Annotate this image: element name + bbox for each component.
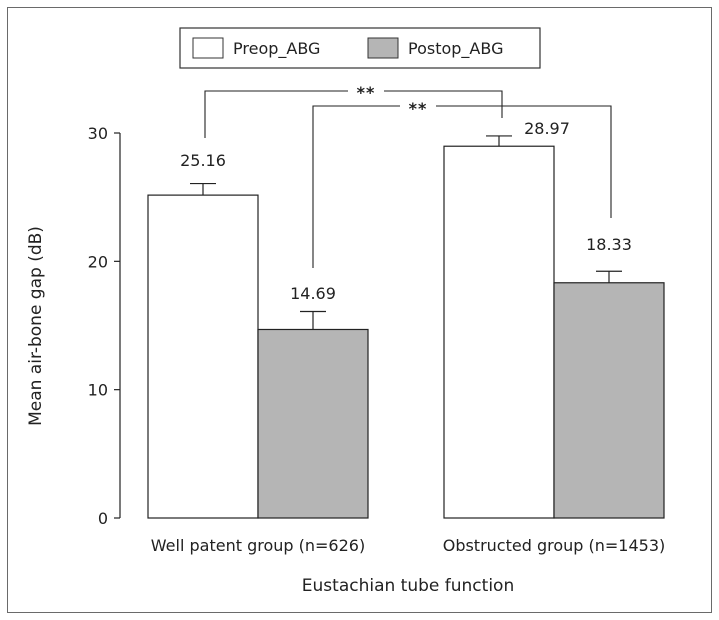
data-label: 14.69 bbox=[290, 284, 336, 303]
data-label: 25.16 bbox=[180, 151, 226, 170]
significance-brackets: ** ** bbox=[204, 83, 612, 268]
legend-label-preop: Preop_ABG bbox=[233, 39, 320, 59]
axes: 0 10 20 30 bbox=[88, 124, 121, 528]
y-tick-label: 20 bbox=[88, 252, 108, 271]
legend-swatch-postop bbox=[367, 37, 399, 59]
data-label: 18.33 bbox=[586, 235, 632, 254]
legend-swatch-preop bbox=[192, 37, 224, 59]
y-tick-label: 0 bbox=[98, 509, 108, 528]
y-tick-label: 10 bbox=[88, 381, 108, 400]
x-axis-title: Eustachian tube function bbox=[302, 576, 514, 596]
significance-label-bg bbox=[400, 98, 436, 114]
significance-bracket bbox=[312, 105, 612, 268]
significance-label-bg bbox=[348, 83, 384, 99]
significance-label: ** bbox=[357, 83, 376, 102]
bar bbox=[257, 328, 369, 519]
significance-label: ** bbox=[409, 99, 428, 118]
bar bbox=[147, 194, 259, 519]
bar bbox=[553, 282, 665, 519]
bars: Well patent group (n=626) Obstructed grou… bbox=[147, 119, 666, 555]
bar bbox=[443, 145, 555, 519]
y-axis-title: Mean air-bone gap (dB) bbox=[26, 226, 46, 426]
data-label: 28.97 bbox=[524, 119, 570, 138]
y-tick-label: 30 bbox=[88, 124, 108, 143]
x-category-label: Obstructed group (n=1453) bbox=[443, 536, 666, 555]
legend-label-postop: Postop_ABG bbox=[408, 39, 503, 59]
x-category-label: Well patent group (n=626) bbox=[151, 536, 365, 555]
legend-box bbox=[179, 27, 541, 69]
legend: Preop_ABG Postop_ABG bbox=[179, 27, 541, 69]
